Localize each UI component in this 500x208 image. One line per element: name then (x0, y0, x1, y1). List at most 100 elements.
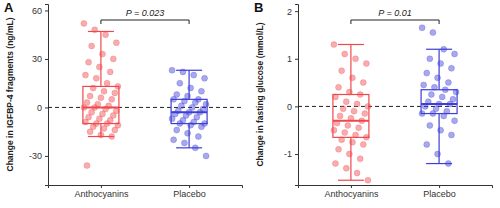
panel-label: A (4, 0, 14, 15)
box-group (419, 25, 459, 167)
data-point (110, 56, 116, 62)
data-point (360, 80, 366, 86)
plot-area (48, 20, 242, 168)
data-point (339, 68, 345, 74)
box (333, 95, 369, 138)
data-point (89, 43, 95, 49)
upper-whisker (100, 31, 101, 86)
y-tick-mark (45, 10, 48, 11)
y-tick: 1 (287, 54, 298, 64)
panel: -3003060AnthocyaninsPlaceboChange in IGF… (4, 0, 243, 199)
y-tick-mark (295, 154, 298, 155)
upper-whisker (188, 70, 189, 99)
box (83, 86, 119, 123)
data-point (169, 67, 175, 73)
lower-whisker (100, 124, 101, 137)
data-point (351, 108, 357, 114)
data-point (112, 127, 118, 133)
y-tick-mark (45, 156, 48, 157)
data-point (169, 116, 175, 122)
data-point (82, 72, 88, 78)
upper-whisker-cap (88, 31, 114, 32)
y-tick-label: 0 (287, 102, 292, 112)
data-point (354, 170, 360, 176)
data-point (427, 122, 433, 128)
data-point (109, 96, 115, 102)
data-point (177, 80, 183, 86)
data-point (332, 161, 338, 167)
data-point (101, 88, 107, 94)
data-point (195, 134, 201, 140)
y-tick-mark (295, 59, 298, 60)
median-line (421, 103, 457, 105)
data-point (342, 51, 348, 57)
data-point (198, 88, 204, 94)
y-tick-mark (295, 106, 298, 107)
y-tick: 30 (32, 54, 48, 64)
data-point (98, 95, 104, 101)
data-point (353, 56, 359, 62)
lower-whisker-cap (88, 136, 114, 137)
data-point (448, 65, 454, 71)
lower-whisker-cap (176, 147, 202, 148)
x-tick-mark (101, 185, 102, 188)
x-tick-mark (189, 185, 190, 188)
y-tick-mark (45, 107, 48, 108)
box (421, 90, 457, 114)
data-point (427, 56, 433, 62)
data-point (428, 92, 434, 98)
data-point (336, 146, 342, 152)
box-group (81, 20, 121, 168)
data-point (362, 111, 368, 117)
y-tick-label: 60 (32, 6, 42, 16)
y-tick-label: 1 (287, 54, 292, 64)
x-tick-label: Anthocyanins (324, 189, 379, 199)
data-point (363, 61, 369, 67)
x-tick: Anthocyanins (324, 185, 379, 199)
data-point (424, 142, 430, 148)
plot-area (298, 25, 492, 183)
data-point (191, 72, 197, 78)
data-point (356, 125, 362, 131)
x-tick-mark (439, 185, 440, 188)
y-tick: 0 (37, 103, 48, 113)
upper-whisker (350, 44, 351, 94)
y-axis-title: Change in IGFBP-4 fragments (ng/mL) (5, 17, 15, 171)
data-point (345, 122, 351, 128)
data-point (360, 142, 366, 148)
data-point (354, 101, 360, 107)
y-axis: -30 0 30 60 (29, 5, 49, 186)
data-point (84, 163, 90, 169)
figure: -30 0 30 60 Anthocyanins Placebo Change in IGF… (0, 0, 500, 208)
data-point (181, 140, 187, 146)
x-tick: Placebo (173, 185, 206, 199)
data-point (365, 177, 371, 183)
x-axis-line (49, 186, 243, 189)
data-point (107, 69, 113, 75)
x-tick-mark (351, 185, 352, 188)
y-tick-label: -30 (29, 151, 42, 161)
x-tick-label: Placebo (173, 189, 206, 199)
lower-whisker (188, 124, 189, 148)
data-point (452, 118, 458, 124)
p-value: P = 0.023 (126, 8, 164, 18)
data-point (203, 153, 209, 159)
upper-whisker-cap (176, 70, 202, 71)
data-point (331, 127, 337, 133)
box-group (331, 41, 371, 183)
y-tick-label: 0 (37, 103, 42, 113)
y-axis-title: Change in fasting glucose (mmol/L) (255, 22, 265, 166)
x-axis: Anthocyanins Placebo (299, 185, 493, 199)
y-tick-mark (45, 59, 48, 60)
reference-line (48, 107, 242, 108)
y-tick: -1 (284, 149, 298, 159)
data-point (445, 80, 451, 86)
y-tick: 60 (32, 6, 48, 16)
data-point (104, 80, 110, 86)
data-point (421, 82, 427, 88)
x-tick-label: Placebo (423, 189, 456, 199)
data-point (340, 106, 346, 112)
lower-whisker-cap (338, 180, 364, 181)
data-point (331, 41, 337, 47)
y-axis-line (45, 5, 49, 186)
